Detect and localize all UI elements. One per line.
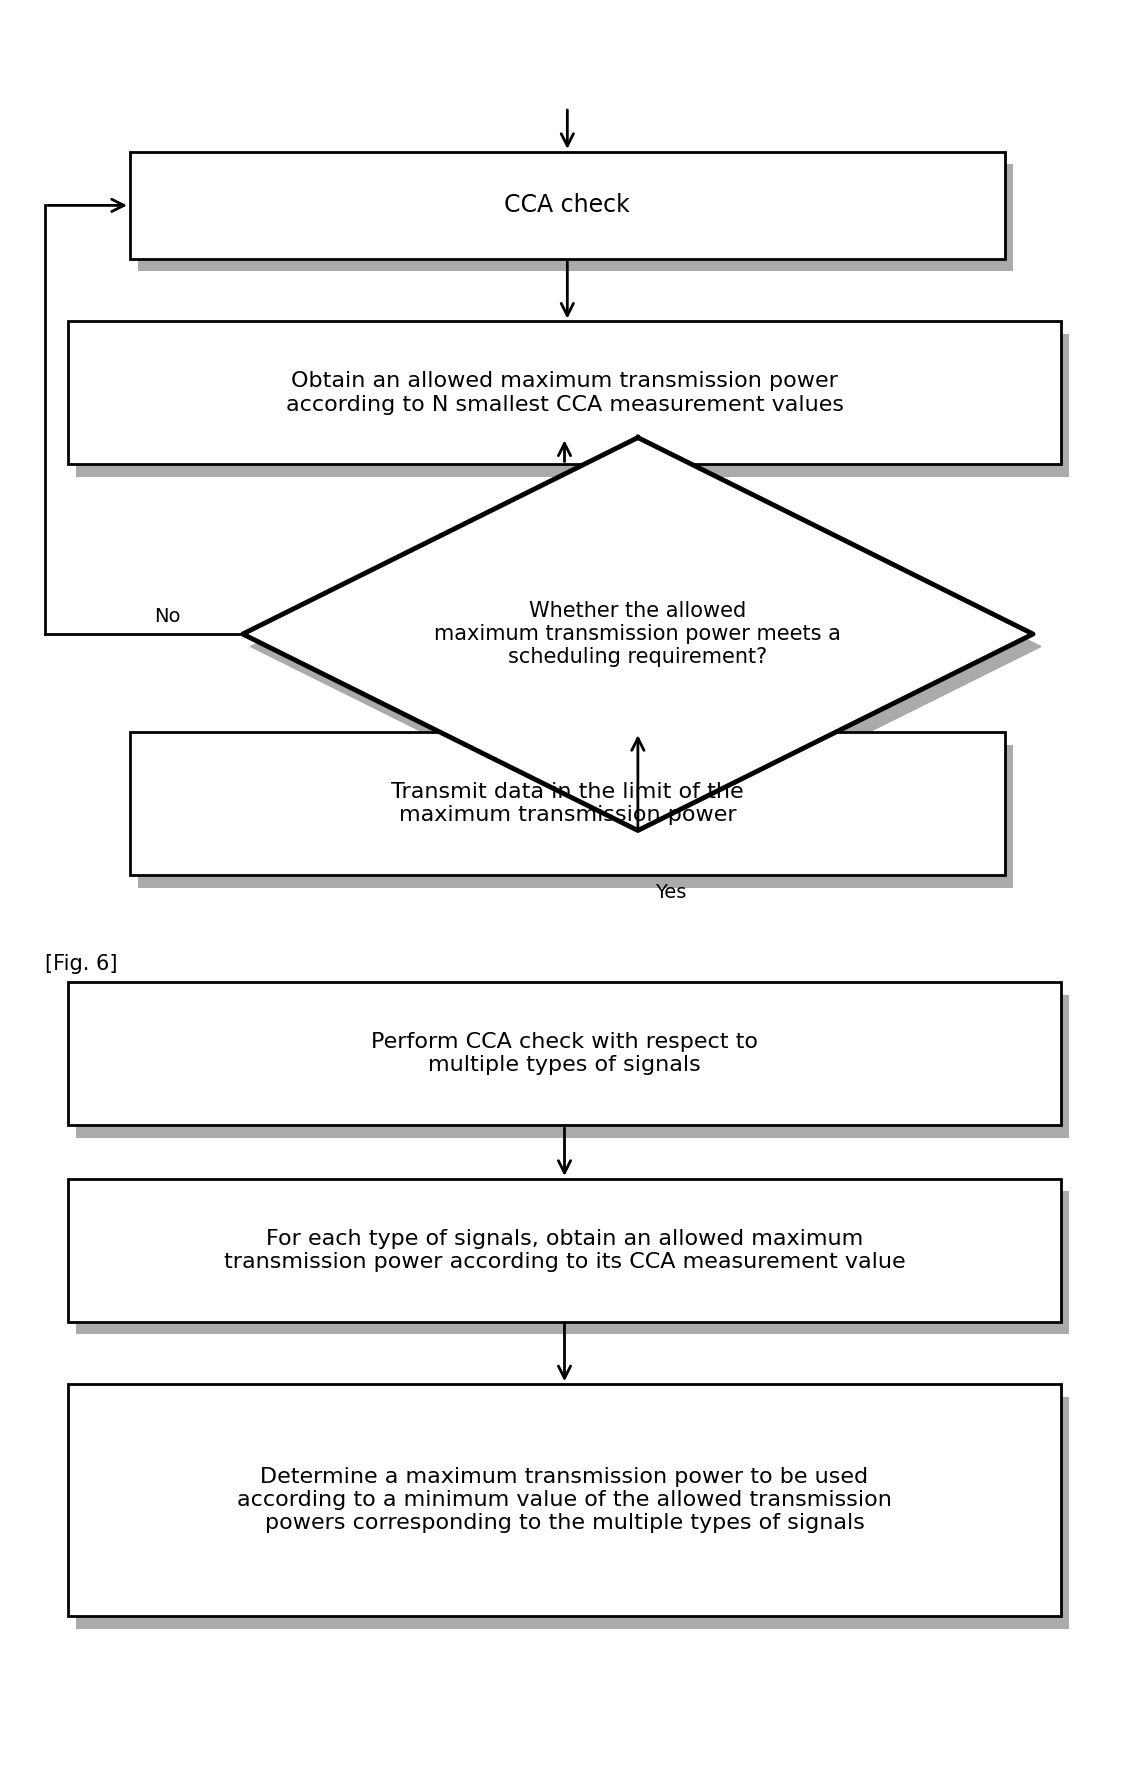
FancyBboxPatch shape xyxy=(138,164,1013,271)
Text: Yes: Yes xyxy=(655,884,686,902)
Polygon shape xyxy=(243,438,1033,830)
FancyBboxPatch shape xyxy=(138,745,1013,888)
Text: Determine a maximum transmission power to be used
according to a minimum value o: Determine a maximum transmission power t… xyxy=(237,1466,892,1534)
FancyBboxPatch shape xyxy=(130,732,1005,875)
Text: Perform CCA check with respect to
multiple types of signals: Perform CCA check with respect to multip… xyxy=(371,1032,758,1075)
FancyBboxPatch shape xyxy=(68,982,1061,1125)
Text: Transmit data in the limit of the
maximum transmission power: Transmit data in the limit of the maximu… xyxy=(391,782,744,825)
FancyBboxPatch shape xyxy=(76,995,1069,1138)
Polygon shape xyxy=(251,450,1041,843)
Text: Whether the allowed
maximum transmission power meets a
scheduling requirement?: Whether the allowed maximum transmission… xyxy=(435,600,841,668)
FancyBboxPatch shape xyxy=(130,152,1005,259)
Text: For each type of signals, obtain an allowed maximum
transmission power according: For each type of signals, obtain an allo… xyxy=(224,1229,905,1272)
Text: [Fig. 6]: [Fig. 6] xyxy=(45,954,117,975)
Text: Obtain an allowed maximum transmission power
according to N smallest CCA measure: Obtain an allowed maximum transmission p… xyxy=(286,371,843,414)
FancyBboxPatch shape xyxy=(68,321,1061,464)
FancyBboxPatch shape xyxy=(76,1397,1069,1629)
Text: No: No xyxy=(155,607,181,625)
FancyBboxPatch shape xyxy=(76,334,1069,477)
FancyBboxPatch shape xyxy=(76,1191,1069,1334)
FancyBboxPatch shape xyxy=(68,1179,1061,1322)
FancyBboxPatch shape xyxy=(68,1384,1061,1616)
Text: CCA check: CCA check xyxy=(505,193,630,218)
